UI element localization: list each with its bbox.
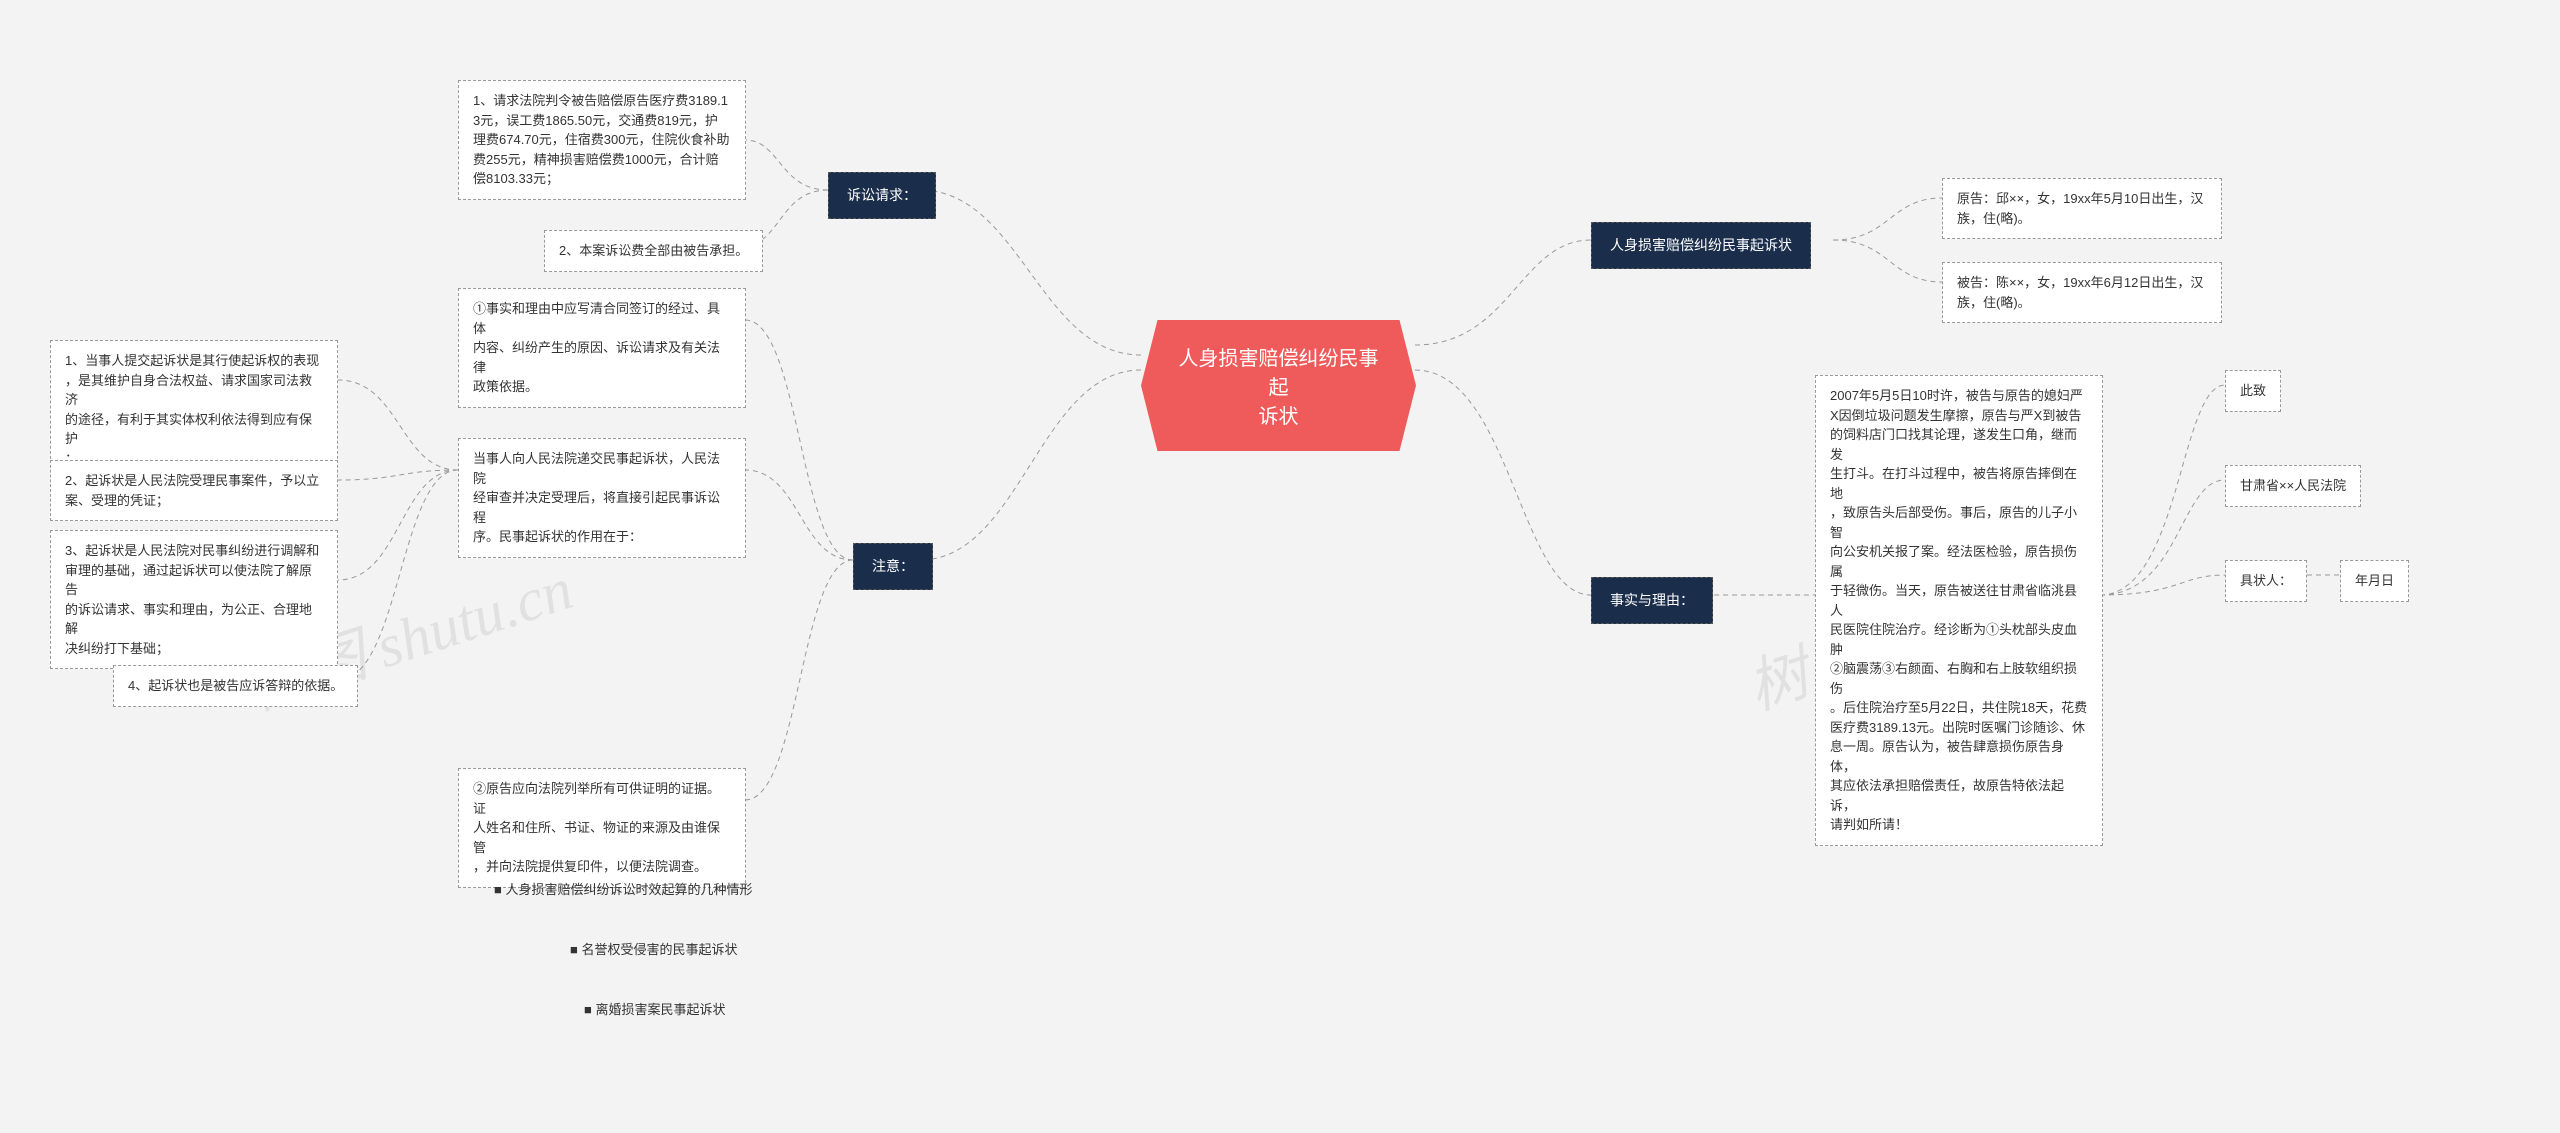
- related-link-1[interactable]: ■ 人身损害赔偿纠纷诉讼时效起算的几种情形: [480, 870, 766, 910]
- notice-sub-3: 3、起诉状是人民法院对民事纠纷进行调解和审理的基础，通过起诉状可以使法院了解原告…: [50, 530, 338, 669]
- notice-item-2: 当事人向人民法院递交民事起诉状，人民法院经审查并决定受理后，将直接引起民事诉讼程…: [458, 438, 746, 558]
- related-link-3[interactable]: ■ 离婚损害案民事起诉状: [570, 990, 739, 1030]
- facts-footer-1: 此致: [2225, 370, 2281, 412]
- facts-footer-3: 具状人：: [2225, 560, 2307, 602]
- branch-notice: 注意：: [853, 543, 933, 590]
- facts-text: 2007年5月5日10时许，被告与原告的媳妇严X因倒垃圾问题发生摩擦，原告与严X…: [1815, 375, 2103, 846]
- notice-item-1: ①事实和理由中应写清合同签订的经过、具体内容、纠纷产生的原因、诉讼请求及有关法律…: [458, 288, 746, 408]
- plaintiff: 原告：邱××，女，19xx年5月10日出生，汉族，住(略)。: [1942, 178, 2222, 239]
- notice-sub-1: 1、当事人提交起诉状是其行使起诉权的表现，是其维护自身合法权益、请求国家司法救济…: [50, 340, 338, 479]
- branch-complaint-title: 人身损害赔偿纠纷民事起诉状: [1591, 222, 1811, 269]
- facts-footer-4: 年月日: [2340, 560, 2409, 602]
- branch-litigation-request: 诉讼请求：: [828, 172, 936, 219]
- notice-sub-4: 4、起诉状也是被告应诉答辩的依据。: [113, 665, 358, 707]
- facts-footer-2: 甘肃省××人民法院: [2225, 465, 2361, 507]
- litigation-item-1: 1、请求法院判令被告赔偿原告医疗费3189.13元，误工费1865.50元，交通…: [458, 80, 746, 200]
- branch-facts: 事实与理由：: [1591, 577, 1713, 624]
- connector-lines: [0, 0, 2560, 1133]
- defendant: 被告：陈××，女，19xx年6月12日出生，汉族，住(略)。: [1942, 262, 2222, 323]
- root-node: 人身损害赔偿纠纷民事起诉状: [1141, 320, 1416, 451]
- notice-sub-2: 2、起诉状是人民法院受理民事案件，予以立案、受理的凭证；: [50, 460, 338, 521]
- litigation-item-2: 2、本案诉讼费全部由被告承担。: [544, 230, 763, 272]
- related-link-2[interactable]: ■ 名誉权受侵害的民事起诉状: [556, 930, 751, 970]
